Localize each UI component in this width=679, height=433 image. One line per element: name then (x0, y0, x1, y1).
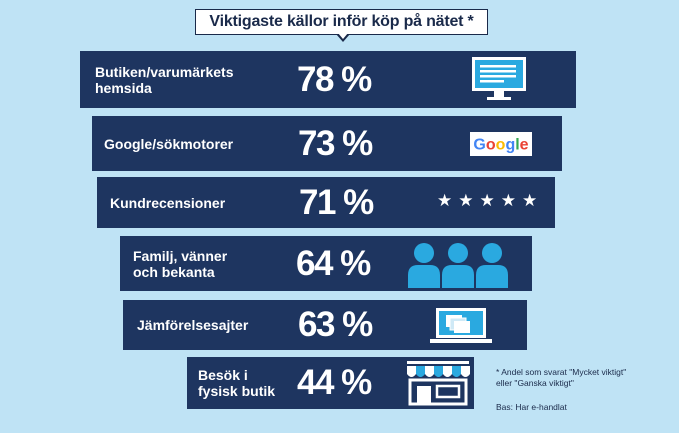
bar-icon-wrap (470, 55, 528, 108)
bar-value-label: 78 % (297, 59, 372, 99)
bar-value-label: 73 % (298, 123, 373, 163)
laptop-icon (430, 308, 492, 343)
chart-title-box: Viktigaste källor inför köp på nätet * (195, 9, 488, 35)
basis-note: Bas: Har e-handlat (496, 402, 567, 412)
monitor-icon (472, 57, 526, 100)
bar-category-label: Besök i fysisk butik (198, 367, 276, 399)
bar-icon-wrap: ★★★★★ (437, 191, 543, 211)
bar-value-label: 64 % (296, 243, 371, 283)
bar-icon-wrap (405, 360, 471, 411)
bar-row: Kundrecensioner 71 % ★★★★★ (97, 177, 555, 228)
bar-value-label: 44 % (297, 363, 372, 402)
footnote: * Andel som svarat "Mycket viktigt" elle… (496, 367, 627, 388)
bar-row: Google/sökmotorer 73 % Google (92, 116, 562, 171)
bar-row: Jämförelsesajter 63 % (123, 300, 527, 350)
bar-category-label: Google/sökmotorer (104, 135, 234, 152)
bar-icon-wrap: Google (470, 132, 532, 161)
google-text: Google (473, 137, 528, 154)
bar-category-label: Butiken/varumärkets hemsida (95, 63, 234, 96)
bar-value-label: 63 % (298, 305, 373, 344)
bar-icon-wrap (408, 242, 508, 293)
people-icon (408, 243, 508, 288)
bar-value-label: 71 % (299, 182, 374, 222)
bar-row: Besök i fysisk butik 44 % (187, 357, 474, 409)
title-pointer-inner (337, 33, 348, 39)
storefront-icon (407, 361, 470, 406)
bar-category-label: Jämförelsesajter (137, 317, 249, 333)
google-logo-icon: Google (470, 132, 532, 156)
bar-icon-wrap (430, 306, 492, 351)
chart-title: Viktigaste källor inför köp på nätet * (209, 13, 474, 30)
bar-row: Familj, vänner och bekanta 64 % (120, 236, 532, 291)
bar-category-label: Familj, vänner och bekanta (133, 247, 228, 280)
stars-icon: ★★★★★ (437, 191, 544, 211)
bar-row: Butiken/varumärkets hemsida 78 % (80, 51, 576, 108)
bar-category-label: Kundrecensioner (110, 194, 226, 211)
